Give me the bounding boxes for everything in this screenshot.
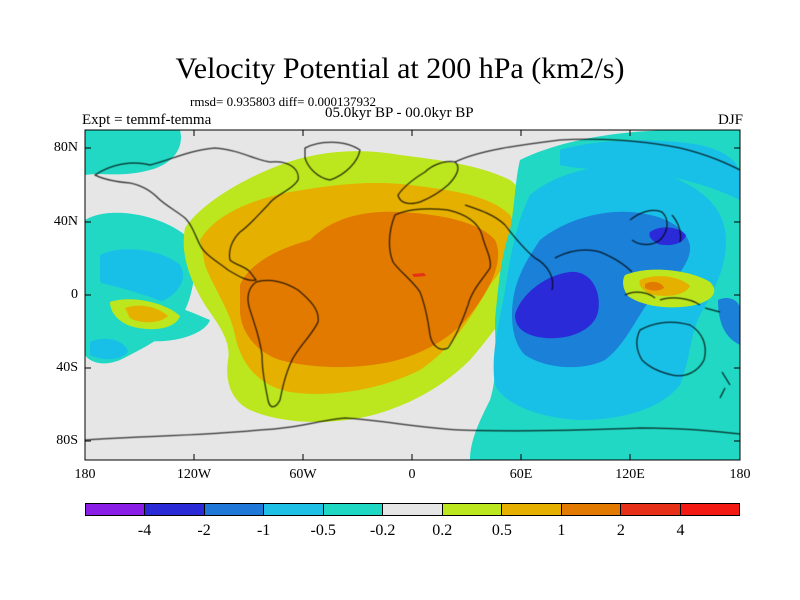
contour-lightblue-north-east: [560, 140, 740, 200]
colorbar-label: 0.2: [432, 522, 453, 539]
colorbar-label: 1: [557, 522, 566, 539]
colorbar-label: -0.2: [370, 522, 396, 539]
colorbar-swatch: [323, 504, 384, 515]
chart-title: Velocity Potential at 200 hPa (km2/s): [175, 52, 625, 85]
lon-label: 0: [408, 467, 416, 482]
contour-red-small: [412, 273, 426, 277]
lat-label: 40N: [53, 214, 78, 229]
lon-label: 120W: [176, 467, 212, 482]
colorbar-swatch: [621, 504, 681, 515]
stats-label: rmsd= 0.935803 diff= 0.000137932: [190, 94, 376, 109]
lat-label: 40S: [56, 360, 78, 375]
colorbar-label: -0.5: [310, 522, 336, 539]
colorbar-label: -2: [197, 522, 211, 539]
colorbar-swatch: [442, 504, 503, 515]
colorbar-label: 4: [676, 522, 685, 539]
colorbar-swatch: [680, 504, 739, 515]
lon-label: 60W: [289, 467, 317, 482]
colorbar-swatch: [502, 504, 562, 515]
lon-label: 60E: [509, 467, 533, 482]
lat-label: 0: [71, 287, 78, 302]
colorbar-label: -4: [137, 522, 152, 539]
lat-label: 80N: [53, 140, 78, 155]
contour-orange-maritime: [645, 281, 664, 291]
lon-label: 120E: [615, 467, 645, 482]
colorbar-label: -1: [256, 522, 271, 539]
lon-label: 180: [74, 467, 96, 482]
colorbar-swatch: [561, 504, 622, 515]
colorbar-swatch: [383, 504, 443, 515]
lat-label: 80S: [56, 433, 78, 448]
contour-midblue-east-edge: [718, 298, 740, 345]
colorbar-label: 0.5: [491, 522, 512, 539]
colorbar-swatch: [264, 504, 324, 515]
colorbar: [85, 503, 740, 516]
colorbar-swatch: [204, 504, 265, 515]
colorbar-label: 2: [616, 522, 625, 539]
lon-label: 180: [729, 467, 751, 482]
contour-orange-main: [240, 211, 499, 368]
colorbar-swatch: [86, 504, 146, 515]
colorbar-swatch: [145, 504, 205, 515]
contour-gold-maritime: [639, 276, 690, 296]
contour-lightblue-sp-small: [90, 338, 128, 360]
coastlines: [85, 138, 740, 441]
season-label: DJF: [717, 112, 743, 128]
experiment-label: Expt = temmf-temma: [82, 112, 212, 128]
period-label: 05.0kyr BP - 00.0kyr BP: [325, 105, 474, 121]
contour-gold-sp-blob: [125, 305, 168, 323]
contour-cyan-north-pacific: [85, 130, 181, 175]
contour-darkblue-indian: [515, 271, 599, 339]
